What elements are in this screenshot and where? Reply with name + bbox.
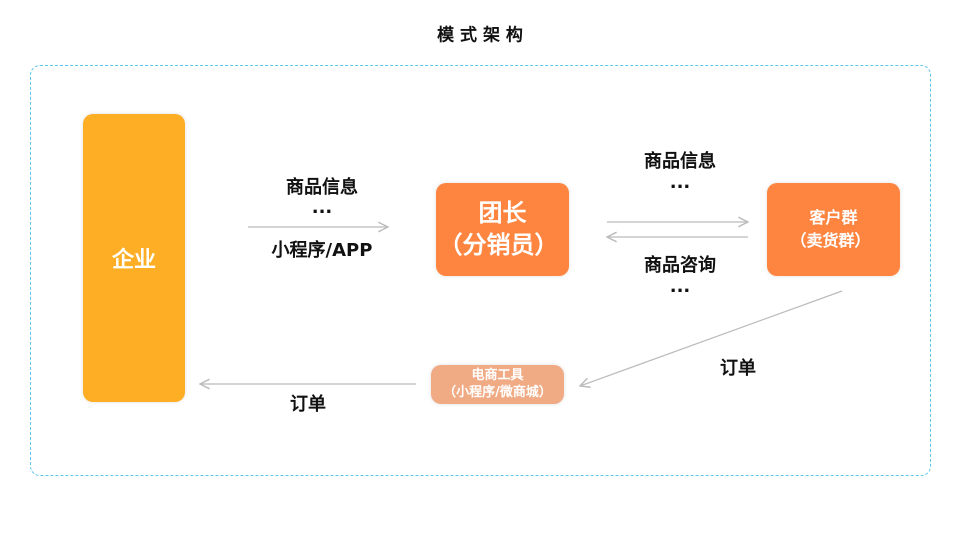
- edge-label: 商品信息: [286, 177, 358, 198]
- tools-sublabel: （小程序/微商城）: [443, 384, 552, 400]
- diagram-frame: [30, 65, 931, 476]
- leader-sublabel: （分销员）: [438, 230, 559, 259]
- arrow-customers-to-tools: [580, 290, 843, 386]
- customers-label: 客户群: [809, 208, 858, 228]
- edge-label: 小程序/APP: [271, 240, 373, 261]
- tools-label: 电商工具: [471, 367, 524, 383]
- edge-label: 订单: [720, 358, 756, 379]
- edge-label: 商品信息: [644, 151, 716, 172]
- node-leader: 团长 （分销员）: [436, 183, 569, 276]
- edge-label: 订单: [290, 394, 326, 415]
- edge-dots: ···: [311, 201, 333, 223]
- edge-dots: ···: [669, 280, 691, 302]
- leader-label: 团长: [478, 199, 527, 228]
- customers-sublabel: （卖货群）: [790, 230, 871, 250]
- edge-dots: ···: [669, 176, 691, 198]
- edge-label: 商品咨询: [644, 255, 716, 276]
- page-title: 模 式 架 构: [437, 25, 523, 46]
- node-customers: 客户群 （卖货群）: [767, 183, 900, 276]
- node-tools: 电商工具 （小程序/微商城）: [431, 365, 564, 404]
- enterprise-label: 企业: [111, 248, 156, 273]
- node-enterprise: 企业: [83, 114, 185, 402]
